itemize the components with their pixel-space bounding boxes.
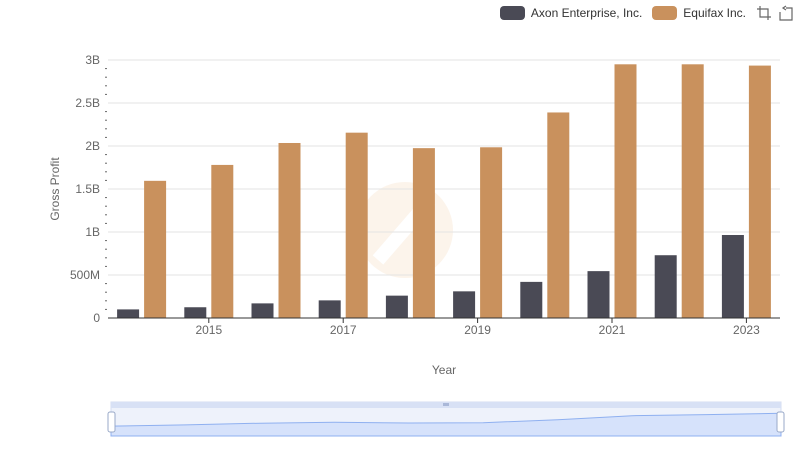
y-axis-ticks: 0 500M 1B 1.5B 2B 2.5B 3B bbox=[70, 53, 100, 325]
bar-equifax-2015[interactable] bbox=[211, 164, 234, 318]
bar-equifax-2014[interactable] bbox=[144, 180, 167, 318]
bar-equifax-2020[interactable] bbox=[547, 112, 570, 319]
watermark bbox=[357, 182, 453, 278]
bar-axon-2023[interactable] bbox=[721, 235, 744, 318]
bar-axon-2022[interactable] bbox=[654, 255, 677, 318]
legend-item-axon[interactable]: Axon Enterprise, Inc. bbox=[499, 6, 643, 20]
y-tick-label: 2.5B bbox=[75, 96, 100, 110]
bar-axon-2019[interactable] bbox=[453, 291, 476, 318]
legend-label-axon: Axon Enterprise, Inc. bbox=[530, 6, 643, 20]
data-zoom-slider[interactable] bbox=[107, 401, 785, 437]
bar-axon-2014[interactable] bbox=[117, 309, 140, 318]
x-tick-label: 2015 bbox=[195, 323, 222, 337]
y-tick-label: 2B bbox=[85, 139, 100, 153]
legend-item-equifax[interactable]: Equifax Inc. bbox=[652, 6, 746, 20]
bar-equifax-2018[interactable] bbox=[412, 148, 435, 318]
x-axis-ticks: 2015 2017 2019 2021 2023 bbox=[195, 318, 760, 337]
y-axis-minor-ticks bbox=[105, 68, 107, 310]
legend: Axon Enterprise, Inc. Equifax Inc. bbox=[499, 4, 800, 22]
bar-equifax-2017[interactable] bbox=[345, 132, 368, 318]
slider-handle-right[interactable] bbox=[776, 411, 785, 433]
bar-equifax-2022[interactable] bbox=[681, 64, 704, 318]
x-tick-label: 2017 bbox=[330, 323, 357, 337]
x-tick-label: 2019 bbox=[464, 323, 491, 337]
bar-equifax-2016[interactable] bbox=[278, 142, 301, 318]
restore-icon[interactable] bbox=[778, 5, 794, 21]
y-tick-label: 1B bbox=[85, 225, 100, 239]
legend-label-equifax: Equifax Inc. bbox=[683, 6, 746, 20]
y-tick-label: 500M bbox=[70, 268, 100, 282]
bar-axon-2020[interactable] bbox=[520, 281, 543, 318]
legend-swatch-equifax bbox=[652, 6, 678, 20]
bars bbox=[117, 64, 771, 319]
y-tick-label: 0 bbox=[93, 311, 100, 325]
bar-equifax-2021[interactable] bbox=[614, 64, 637, 318]
bar-axon-2021[interactable] bbox=[587, 271, 610, 318]
y-tick-label: 3B bbox=[85, 53, 100, 67]
y-tick-label: 1.5B bbox=[75, 182, 100, 196]
x-tick-label: 2023 bbox=[733, 323, 760, 337]
bar-axon-2016[interactable] bbox=[251, 303, 274, 318]
slider-handle-left[interactable] bbox=[107, 411, 116, 433]
bar-axon-2015[interactable] bbox=[184, 307, 207, 318]
bar-axon-2017[interactable] bbox=[318, 300, 341, 318]
bar-axon-2018[interactable] bbox=[385, 295, 408, 318]
legend-swatch-axon bbox=[499, 6, 525, 20]
bar-equifax-2023[interactable] bbox=[748, 65, 771, 318]
x-tick-label: 2021 bbox=[599, 323, 626, 337]
bar-equifax-2019[interactable] bbox=[480, 147, 503, 318]
slider-grip[interactable] bbox=[443, 403, 449, 406]
y-axis-label: Gross Profit bbox=[48, 157, 62, 221]
x-axis-label: Year bbox=[432, 363, 456, 377]
zoom-icon[interactable] bbox=[756, 5, 772, 21]
